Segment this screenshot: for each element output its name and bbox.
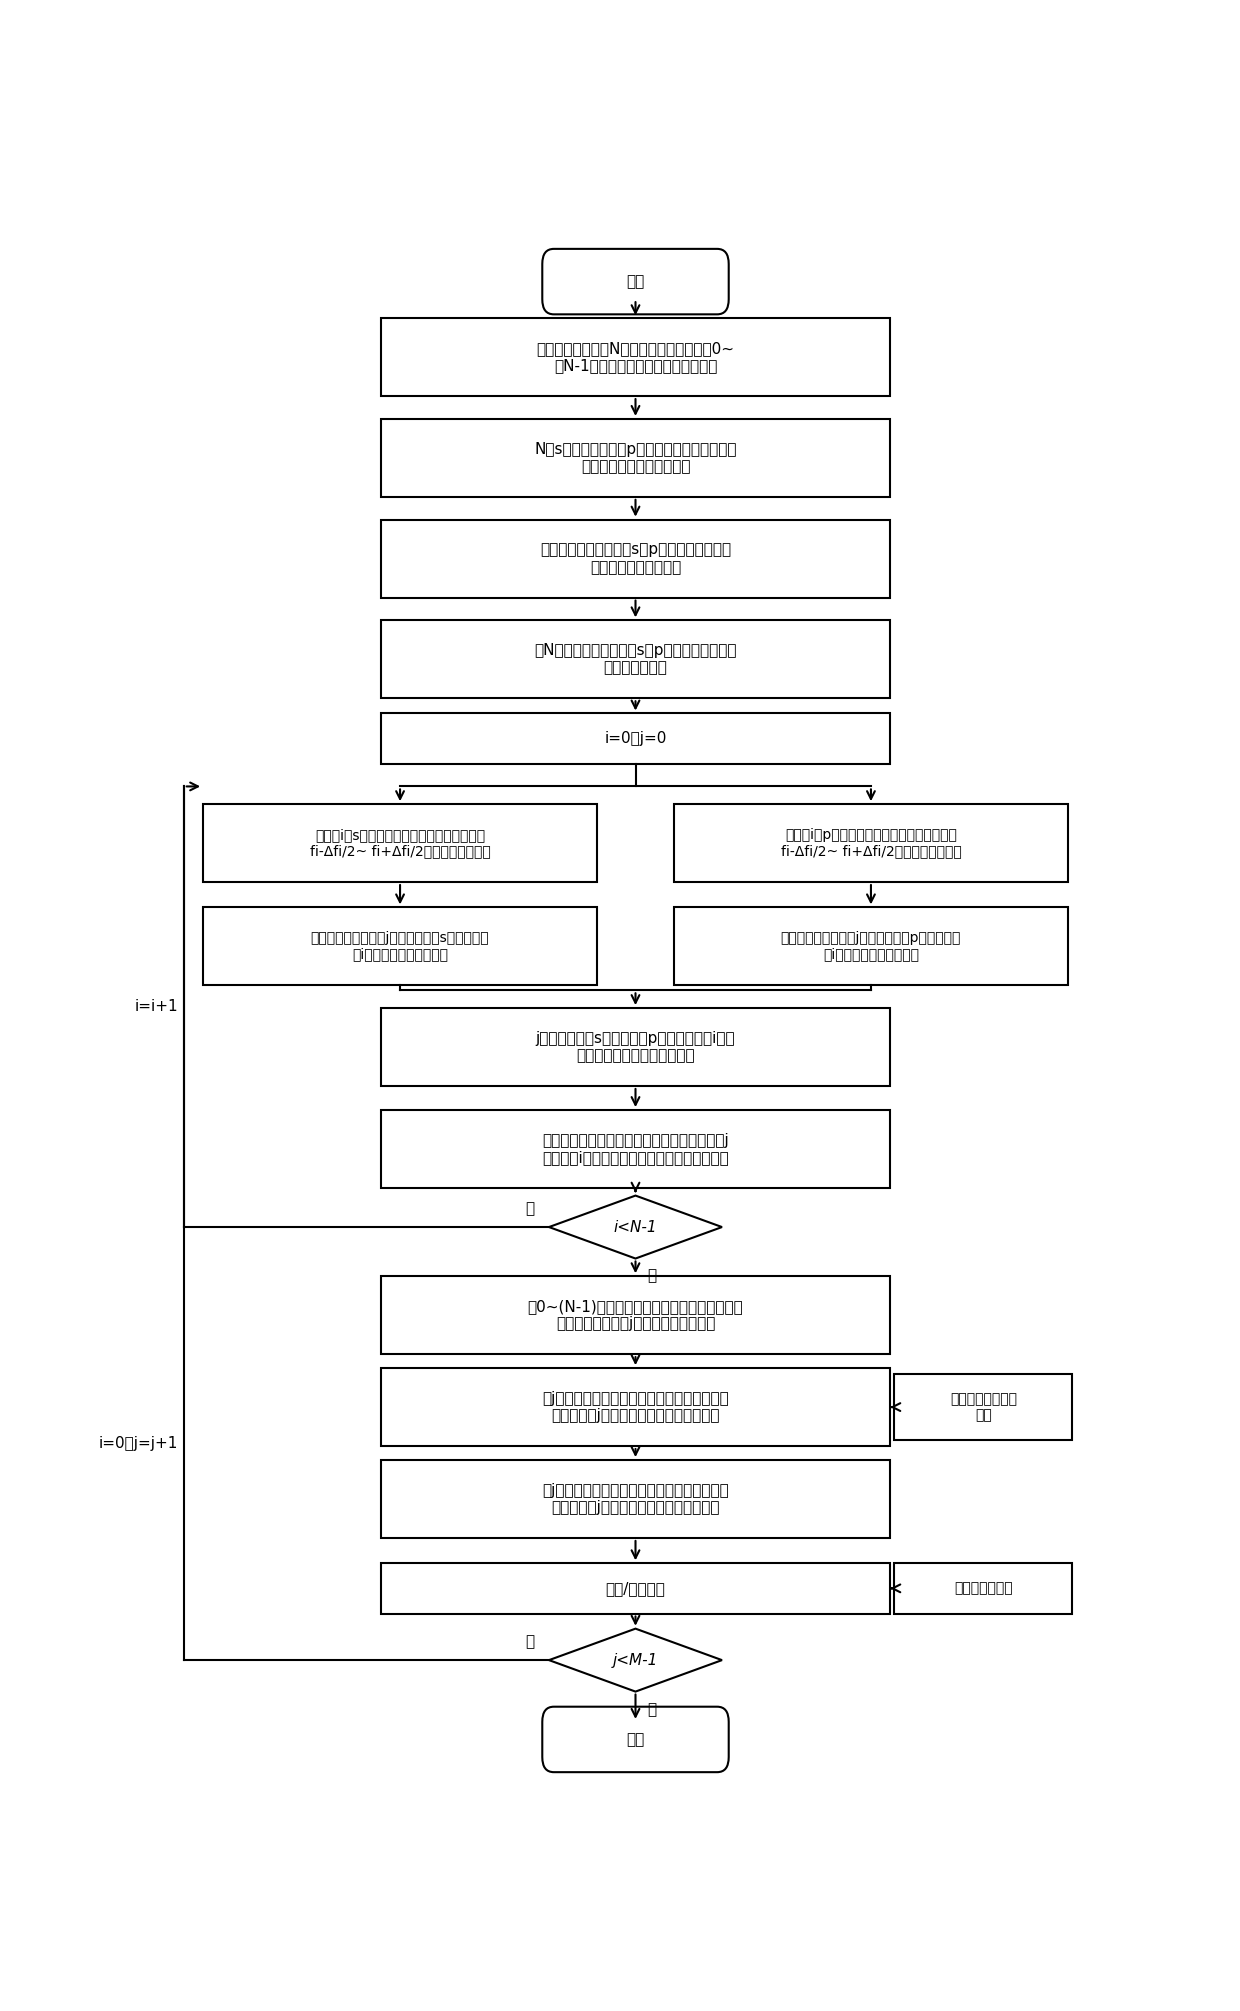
Text: j个测点信号光s偏振分量、p偏振分量在第i个光
谱区间内的光谱信息强度相加: j个测点信号光s偏振分量、p偏振分量在第i个光 谱区间内的光谱信息强度相加 <box>536 1032 735 1064</box>
Text: 开始: 开始 <box>626 273 645 290</box>
Bar <box>381 418 890 497</box>
Text: 根据波长参考信号对光谱进行重采样，获得第j
个测点在i个光谱区间的偏振无关的信号光光谱: 根据波长参考信号对光谱进行重采样，获得第j 个测点在i个光谱区间的偏振无关的信号… <box>542 1132 729 1164</box>
Text: 测量光谱范围分为N个光谱区间，激光器在0~
（N-1）个光谱区间内不跳模波长扫描: 测量光谱范围分为N个光谱区间，激光器在0~ （N-1）个光谱区间内不跳模波长扫描 <box>537 342 734 374</box>
Polygon shape <box>549 1629 722 1691</box>
Bar <box>381 519 890 597</box>
Bar <box>381 1563 890 1613</box>
Text: 否: 否 <box>647 1701 656 1717</box>
Text: j<M-1: j<M-1 <box>613 1653 658 1667</box>
FancyBboxPatch shape <box>542 1707 729 1772</box>
Text: 光纤的标定参数: 光纤的标定参数 <box>954 1581 1013 1595</box>
Bar <box>675 907 1068 985</box>
Text: 初始条件下的参考
光谱: 初始条件下的参考 光谱 <box>950 1392 1017 1422</box>
Text: 利用参考干涉仪信号对s、p偏振干涉信号进行
等光波频率间隔重采样: 利用参考干涉仪信号对s、p偏振干涉信号进行 等光波频率间隔重采样 <box>539 543 732 575</box>
Bar <box>381 318 890 396</box>
Text: 是: 是 <box>526 1633 534 1649</box>
Text: i=0，j=j+1: i=0，j=j+1 <box>99 1436 179 1452</box>
Text: 结束: 结束 <box>626 1731 645 1748</box>
Bar <box>203 804 596 883</box>
Text: 第j个测点的信号光光谱和初始状态进行相关运
算，获得第j个测点的信号光谱的波长变化: 第j个测点的信号光光谱和初始状态进行相关运 算，获得第j个测点的信号光谱的波长变… <box>542 1392 729 1424</box>
Text: 否: 否 <box>647 1269 656 1283</box>
Text: 分0~(N-1)个光谱区间的偏振无光的信号光光谱
进行拼接，获得第j个测点的信号光光谱: 分0~(N-1)个光谱区间的偏振无光的信号光光谱 进行拼接，获得第j个测点的信号… <box>528 1299 743 1331</box>
Bar <box>894 1374 1073 1440</box>
Bar <box>381 1110 890 1189</box>
Text: 是: 是 <box>526 1201 534 1217</box>
Text: 对N组等光波频率间隔的s、p偏振干涉信号分别
进行傅里叶变换: 对N组等光波频率间隔的s、p偏振干涉信号分别 进行傅里叶变换 <box>534 644 737 676</box>
Bar <box>381 1460 890 1538</box>
Text: N组s偏振干涉信号、p偏振干涉信号、参考干涉
仪信号、波长参考信号采样: N组s偏振干涉信号、p偏振干涉信号、参考干涉 仪信号、波长参考信号采样 <box>534 442 737 475</box>
Text: i=i+1: i=i+1 <box>134 999 179 1014</box>
Polygon shape <box>549 1197 722 1259</box>
FancyBboxPatch shape <box>542 249 729 314</box>
Text: 滤出第i组p偏振分量干涉信号傅里叶变换谱在
fi-Δfi/2~ fi+Δfi/2范围内的频谱分量: 滤出第i组p偏振分量干涉信号傅里叶变换谱在 fi-Δfi/2~ fi+Δfi/2… <box>780 829 961 859</box>
Bar <box>381 619 890 698</box>
Bar <box>675 804 1068 883</box>
Text: i<N-1: i<N-1 <box>614 1219 657 1235</box>
Text: 反傅里叶变换获得第j个测点信号光p偏振分量在
第i个光谱区间的光谱信息: 反傅里叶变换获得第j个测点信号光p偏振分量在 第i个光谱区间的光谱信息 <box>781 931 961 961</box>
Text: 第j个测点的信号光光谱和初始状态进行相关运
算，获得第j个测点的信号光谱的波长变化: 第j个测点的信号光光谱和初始状态进行相关运 算，获得第j个测点的信号光谱的波长变… <box>542 1482 729 1514</box>
Text: i=0，j=0: i=0，j=0 <box>604 732 667 746</box>
Bar <box>381 1367 890 1446</box>
Bar <box>381 714 890 764</box>
Bar <box>203 907 596 985</box>
Text: 反傅里叶变换获得第j个测点信号光s偏振分量在
第i个光谱区间的光谱信息: 反傅里叶变换获得第j个测点信号光s偏振分量在 第i个光谱区间的光谱信息 <box>311 931 490 961</box>
Text: 应变/温度计算: 应变/温度计算 <box>605 1581 666 1597</box>
Bar <box>894 1563 1073 1613</box>
Bar <box>381 1277 890 1353</box>
Bar <box>381 1008 890 1086</box>
Text: 滤出第i组s偏振分量干涉信号傅里叶变换谱在
fi-Δfi/2~ fi+Δfi/2范围内的频谱分量: 滤出第i组s偏振分量干涉信号傅里叶变换谱在 fi-Δfi/2~ fi+Δfi/2… <box>310 829 491 859</box>
